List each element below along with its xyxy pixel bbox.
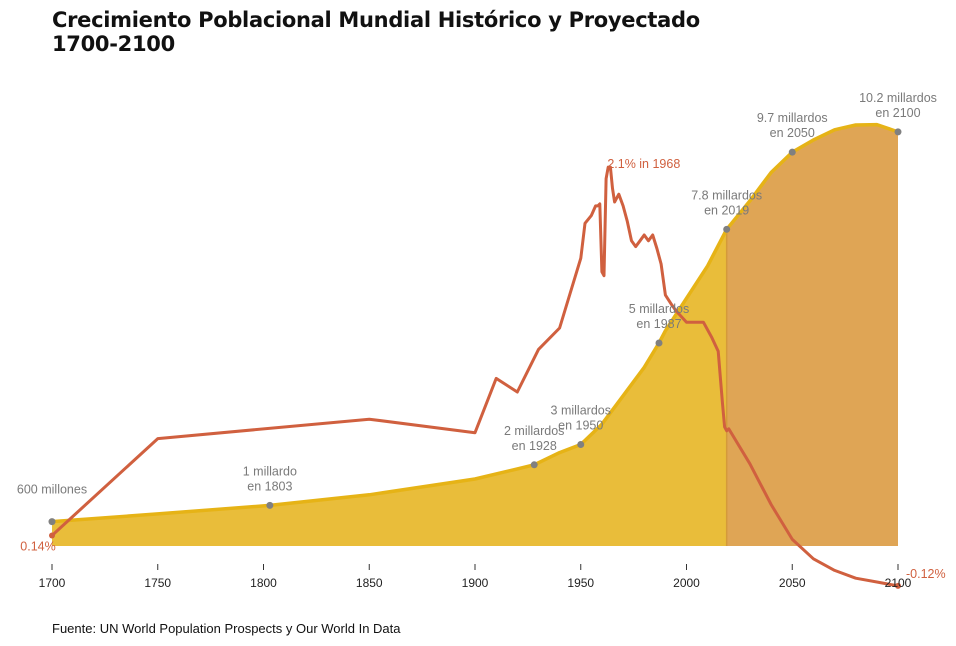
title-line-2: 1700-2100 [52, 32, 175, 56]
title-line-1: Crecimiento Poblacional Mundial Históric… [52, 8, 700, 32]
population-annotation-year: en 2019 [704, 203, 749, 217]
growth-rate-label: 2.1% in 1968 [607, 157, 680, 171]
population-marker [530, 461, 538, 469]
population-annotation-year: en 1987 [636, 317, 681, 331]
population-annotation: 600 millones [17, 483, 87, 497]
growth-rate-label: -0.12% [906, 567, 946, 581]
population-annotation-year: en 1928 [512, 439, 557, 453]
population-annotation-year: en 2100 [875, 106, 920, 120]
population-annotation-year: en 2050 [770, 126, 815, 140]
population-annotation: 10.2 millardos [859, 91, 937, 105]
population-marker [266, 501, 274, 509]
x-tick-label: 1700 [39, 576, 66, 590]
population-annotation: 7.8 millardos [691, 188, 762, 202]
population-marker [655, 339, 663, 347]
growth-rate-label: 0.14% [20, 540, 55, 554]
x-tick-label: 1800 [250, 576, 277, 590]
x-tick-label: 1850 [356, 576, 383, 590]
growth-start-point [49, 532, 55, 539]
growth-end-point [895, 582, 901, 589]
population-marker [788, 148, 796, 156]
population-annotation: 5 millardos [629, 302, 689, 316]
population-annotation: 3 millardos [551, 404, 611, 418]
population-annotation-year: en 1803 [247, 479, 292, 493]
population-annotation: 2 millardos [504, 424, 564, 438]
x-tick-label: 1900 [462, 576, 489, 590]
x-tick-label: 2000 [673, 576, 700, 590]
population-marker [894, 128, 902, 136]
historic-population-area [52, 229, 727, 547]
population-marker [577, 441, 585, 448]
population-annotation: 1 millardo [243, 464, 297, 478]
x-tick-label: 1950 [567, 576, 594, 590]
x-tick-label: 2050 [779, 576, 806, 590]
chart-title: Crecimiento Poblacional Mundial Históric… [52, 8, 700, 56]
source-note: Fuente: UN World Population Prospects y … [52, 621, 401, 636]
population-marker [48, 518, 56, 526]
growth-rate-line [50, 165, 899, 588]
x-tick-label: 1750 [144, 576, 171, 590]
population-annotation-year: en 1950 [558, 419, 603, 433]
population-marker [723, 225, 731, 233]
projected-population-area [726, 124, 898, 546]
population-annotation: 9.7 millardos [757, 111, 828, 125]
x-tick-label: 2100 [885, 576, 912, 590]
